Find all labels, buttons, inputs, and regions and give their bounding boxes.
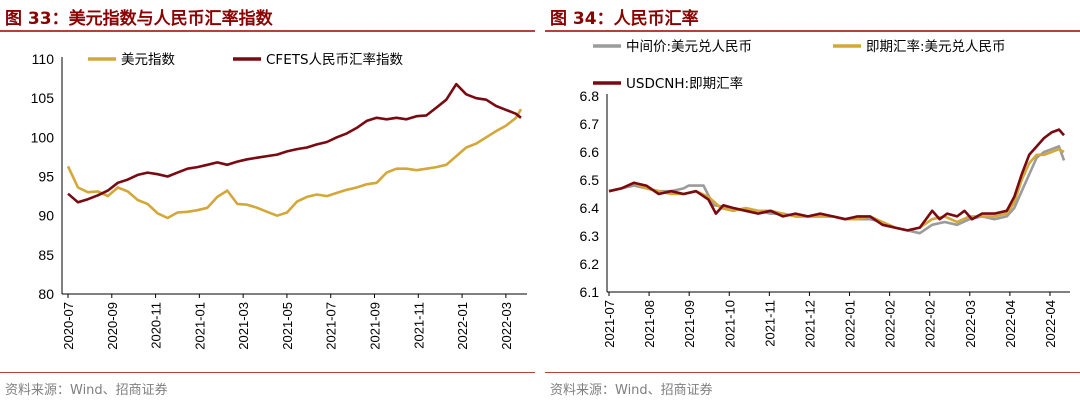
x-tick-label: 2021-05	[280, 302, 295, 350]
x-tick-label: 2022-01	[843, 300, 858, 348]
y-tick-label: 6.2	[580, 256, 600, 272]
x-tick-label: 2022-02	[883, 300, 898, 348]
legend-label: CFETS人民币汇率指数	[266, 51, 404, 68]
legend-label: 即期汇率:美元兑人民币	[866, 38, 1006, 55]
x-tick-label: 2021-12	[802, 300, 817, 348]
series-line-1	[67, 82, 522, 204]
y-tick-label: 6.5	[580, 172, 600, 188]
y-tick-label: 6.3	[580, 228, 600, 244]
x-tick-label: 2022-02	[923, 300, 938, 348]
series-line-2	[608, 128, 1065, 232]
x-tick-label: 2022-03	[963, 300, 978, 348]
title-divider	[545, 30, 1080, 32]
x-tick-label: 2022-03	[499, 302, 514, 350]
legend-label: 中间价:美元兑人民币	[626, 39, 752, 55]
chart-panel-dollar-vs-cfets: 图 33：美元指数与人民币汇率指数 80 85 90 95 100 105 110 2020-…	[0, 0, 535, 405]
source-divider	[0, 372, 535, 373]
legend-label: 美元指数	[121, 52, 175, 68]
x-tick-label: 2021-11	[411, 302, 426, 349]
series-line-0	[66, 108, 523, 220]
y-tick-label: 110	[32, 51, 55, 67]
title-divider	[0, 30, 535, 32]
chart-title: 图 34：人民币汇率	[550, 9, 699, 29]
x-tick-label: 2021-09	[682, 300, 697, 348]
y-tick-label: 6.4	[580, 200, 600, 216]
chart-title: 图 33：美元指数与人民币汇率指数	[5, 9, 273, 29]
x-tick-label: 2021-11	[762, 300, 777, 347]
x-tick-label: 2022-04	[1043, 300, 1058, 348]
x-tick-label: 2021-10	[722, 300, 737, 348]
x-tick-label: 2022-01	[455, 302, 470, 350]
chart-panel-rmb-exchange-rate: 图 34：人民币汇率 6.1 6.2 6.3 6.4 6.5 6.6 6.7 6.8 2021-…	[545, 0, 1080, 405]
y-tick-label: 6.8	[580, 88, 600, 104]
series-line-0	[608, 145, 1066, 235]
source-divider	[545, 372, 1080, 373]
line-chart: 6.1 6.2 6.3 6.4 6.5 6.6 6.7 6.8 2021-07 2021-08 20…	[580, 38, 1070, 348]
y-tick-label: 95	[38, 169, 54, 185]
x-tick-label: 2021-09	[368, 302, 383, 350]
y-tick-label: 6.6	[580, 144, 600, 160]
x-tick-label: 2020-11	[149, 302, 164, 349]
x-tick-label: 2021-01	[192, 302, 207, 350]
x-tick-label: 2022-04	[1003, 300, 1018, 348]
legend-label: USDCNH:即期汇率	[626, 75, 743, 92]
y-tick-label: 90	[38, 208, 54, 224]
x-tick-label: 2021-08	[642, 300, 657, 348]
y-tick-label: 85	[38, 247, 54, 263]
y-tick-label: 6.7	[580, 116, 600, 132]
y-tick-label: 6.1	[580, 284, 600, 300]
x-tick-label: 2020-09	[105, 302, 120, 350]
x-tick-label: 2021-07	[602, 300, 617, 348]
source-note: 资料来源：Wind、招商证券	[5, 383, 168, 398]
y-tick-label: 80	[38, 286, 54, 302]
line-chart: 80 85 90 95 100 105 110 2020-07 2020-09 2020-11 20…	[31, 51, 527, 350]
y-tick-label: 105	[31, 90, 55, 106]
source-note: 资料来源：Wind、招商证券	[550, 383, 713, 398]
y-tick-label: 100	[31, 129, 55, 145]
x-tick-label: 2021-07	[324, 302, 339, 350]
x-tick-label: 2021-03	[236, 302, 251, 350]
x-tick-label: 2020-07	[61, 302, 76, 350]
